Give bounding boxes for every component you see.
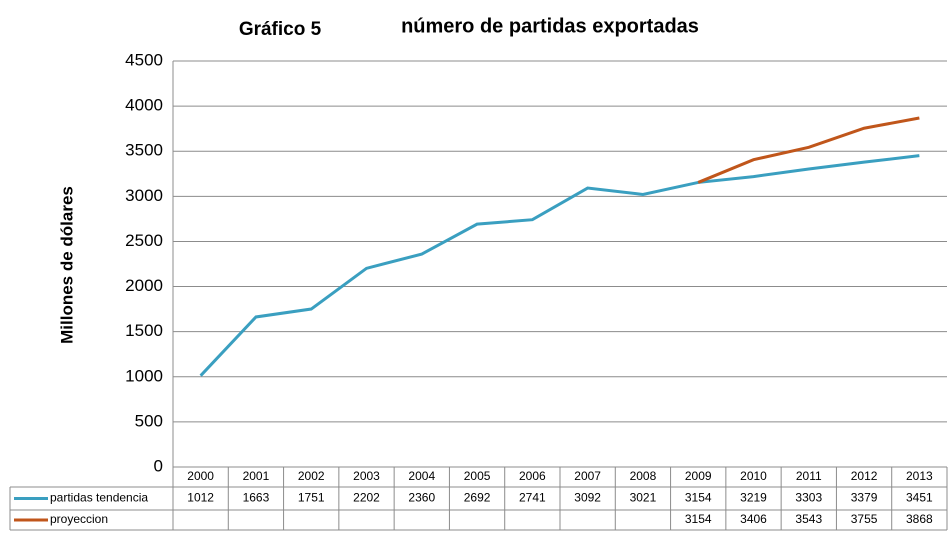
x-tick-label: 2001	[243, 469, 270, 483]
table-value: 3092	[574, 491, 601, 505]
x-tick-label: 2007	[574, 469, 601, 483]
table-value: 2202	[353, 491, 380, 505]
y-tick-label: 1000	[125, 366, 163, 385]
y-tick-label: 4500	[125, 50, 163, 69]
table-value: 3406	[740, 512, 767, 526]
x-tick-label: 2004	[408, 469, 435, 483]
table-value: 1012	[187, 491, 214, 505]
table-value: 3021	[630, 491, 657, 505]
chart-subtitle: número de partidas exportadas	[401, 15, 699, 37]
table-value: 3219	[740, 491, 767, 505]
y-tick-label: 2000	[125, 276, 163, 295]
x-tick-label: 2000	[187, 469, 214, 483]
table-value: 1663	[243, 491, 270, 505]
y-tick-label: 3000	[125, 186, 163, 205]
x-tick-label: 2012	[851, 469, 878, 483]
table-value: 3154	[685, 491, 712, 505]
x-tick-label: 2009	[685, 469, 712, 483]
series-line	[199, 154, 920, 377]
y-tick-label: 3500	[125, 141, 163, 160]
y-tick-label: 4000	[125, 96, 163, 115]
x-tick-label: 2011	[796, 469, 822, 483]
table-value: 3543	[795, 512, 822, 526]
x-tick-label: 2005	[464, 469, 491, 483]
y-tick-label: 500	[135, 411, 163, 430]
y-axis-label: Millones de dólares	[57, 186, 76, 344]
table-value: 3755	[851, 512, 878, 526]
legend-label: partidas tendencia	[50, 491, 148, 505]
chart-title: Gráfico 5	[239, 19, 322, 40]
table-value: 3303	[795, 491, 822, 505]
legend-label: proyeccion	[50, 512, 108, 526]
series-line	[697, 116, 920, 184]
y-tick-label: 2500	[125, 231, 163, 250]
table-value: 3451	[906, 491, 933, 505]
x-tick-label: 2010	[740, 469, 767, 483]
table-value: 3868	[906, 512, 933, 526]
table-value: 3154	[685, 512, 712, 526]
x-tick-label: 2006	[519, 469, 546, 483]
y-tick-label: 0	[154, 456, 163, 475]
table-value: 2741	[519, 491, 546, 505]
table-value: 2360	[408, 491, 435, 505]
x-tick-label: 2013	[906, 469, 933, 483]
x-tick-label: 2008	[630, 469, 657, 483]
table-value: 3379	[851, 491, 878, 505]
table-value: 1751	[298, 491, 325, 505]
x-tick-label: 2003	[353, 469, 380, 483]
y-tick-label: 1500	[125, 321, 163, 340]
table-value: 2692	[464, 491, 491, 505]
x-tick-label: 2002	[298, 469, 325, 483]
